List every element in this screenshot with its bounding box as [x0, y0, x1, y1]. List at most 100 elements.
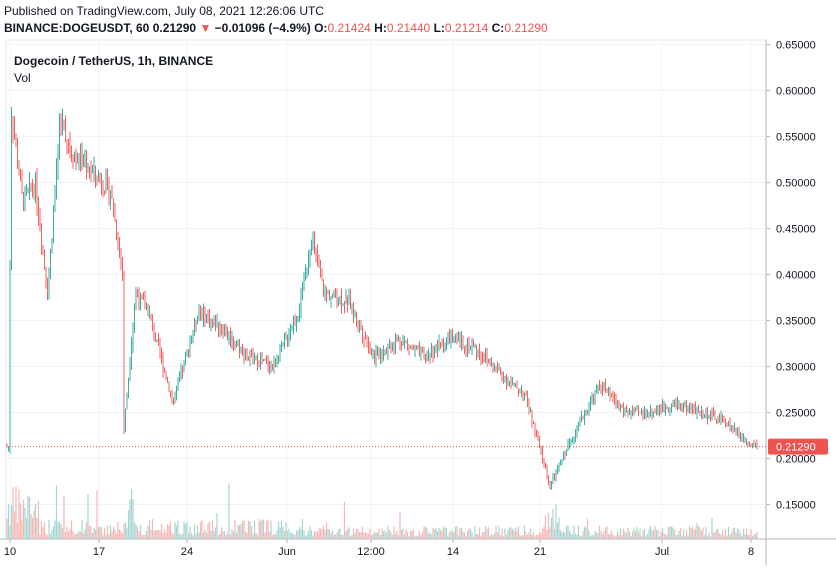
volume-bar: [682, 529, 685, 539]
volume-bar: [250, 526, 253, 539]
volume-bar: [9, 526, 11, 539]
volume-bar: [40, 521, 43, 539]
volume-bar: [409, 531, 412, 539]
volume-bar: [316, 531, 319, 539]
volume-bar: [216, 512, 218, 539]
volume-bar: [294, 535, 296, 539]
volume-bar: [393, 526, 395, 539]
volume-bar: [178, 533, 181, 539]
volume-bar: [522, 535, 524, 539]
volume-bar: [655, 529, 658, 539]
volume-bar: [291, 532, 293, 539]
volume-bar: [687, 535, 689, 539]
volume-bar: [547, 512, 550, 539]
volume-bar: [259, 521, 262, 539]
volume-bar: [252, 534, 254, 539]
volume-bar: [231, 529, 233, 539]
volume-bar: [346, 529, 349, 539]
volume-bar: [447, 535, 449, 539]
volume-bar: [466, 530, 469, 539]
volume-bar: [612, 534, 614, 539]
volume-bar: [349, 536, 352, 539]
volume-bar: [636, 527, 638, 539]
volume-bar: [324, 530, 326, 539]
volume-bar: [658, 536, 661, 539]
volume-bar: [535, 534, 538, 539]
volume-bar: [12, 487, 14, 539]
volume-bar: [373, 531, 376, 539]
y-tick-label: 0.45000: [776, 224, 816, 236]
volume-bar: [693, 530, 695, 539]
volume-bar: [183, 521, 185, 539]
published-line: Published on TradingView.com, July 08, 2…: [4, 4, 324, 18]
volume-bar: [756, 531, 758, 539]
volume-bar: [174, 522, 176, 539]
volume-bar: [328, 529, 331, 539]
volume-bar: [649, 525, 652, 539]
volume-bar: [553, 528, 556, 539]
volume-bar: [166, 523, 169, 539]
symbol-ohlc-line: BINANCE:DOGEUSDT, 60 0.21290 ▼ −0.01096 …: [4, 20, 548, 37]
volume-bar: [645, 536, 647, 539]
volume-bar: [592, 535, 595, 539]
volume-bar: [249, 521, 251, 539]
volume-bar: [321, 529, 323, 539]
x-tick-label: 14: [447, 546, 459, 558]
volume-bar: [739, 533, 742, 539]
volume-bar: [247, 520, 250, 539]
volume-bar: [478, 527, 481, 539]
volume-bar: [132, 499, 134, 539]
volume-bar: [67, 531, 70, 539]
volume-bar: [223, 531, 226, 539]
volume-bar: [667, 526, 670, 539]
volume-bar: [175, 525, 178, 539]
volume-bar: [54, 520, 56, 539]
volume-bar: [552, 509, 554, 539]
volume-bar: [163, 529, 166, 539]
volume-bar: [703, 534, 706, 539]
volume-bar: [202, 532, 205, 539]
volume-bar: [372, 533, 374, 539]
volume-bar: [352, 528, 355, 539]
volume-bar: [37, 500, 40, 539]
volume-bar: [112, 527, 115, 539]
volume-bar: [633, 528, 635, 539]
volume-bar: [705, 527, 707, 539]
volume-bar: [477, 534, 479, 539]
volume-bar: [631, 531, 634, 539]
volume-bar: [111, 531, 113, 539]
volume-bar: [387, 526, 389, 539]
volume-bar: [511, 528, 514, 539]
volume-bar: [315, 531, 317, 539]
volume-bar: [657, 529, 659, 539]
volume-bar: [646, 534, 649, 539]
volume-bar: [394, 533, 397, 539]
volume-bar: [534, 536, 536, 539]
volume-bar: [709, 536, 712, 539]
volume-bar: [445, 527, 448, 539]
volume-bar: [450, 530, 452, 539]
volume-bar: [118, 529, 121, 539]
volume-bar: [351, 534, 353, 539]
volume-bar: [333, 534, 335, 539]
volume-bar: [180, 534, 182, 539]
volume-bar: [210, 530, 212, 539]
volume-bar: [103, 528, 106, 539]
volume-bar: [309, 526, 311, 539]
volume-bar: [471, 531, 473, 539]
volume-bar: [595, 532, 598, 539]
y-tick-label: 0.60000: [776, 86, 816, 98]
volume-bar: [127, 510, 130, 539]
volume-bar: [114, 529, 116, 539]
volume-bar: [214, 527, 217, 539]
volume-bar: [192, 535, 194, 539]
volume-bar: [228, 483, 230, 539]
volume-bar: [186, 521, 188, 539]
volume-bar: [142, 535, 145, 539]
volume-bar: [177, 520, 179, 539]
volume-bar: [492, 535, 494, 539]
volume-bar: [336, 532, 338, 539]
volume-bar: [526, 534, 529, 539]
volume-bar: [559, 530, 562, 539]
